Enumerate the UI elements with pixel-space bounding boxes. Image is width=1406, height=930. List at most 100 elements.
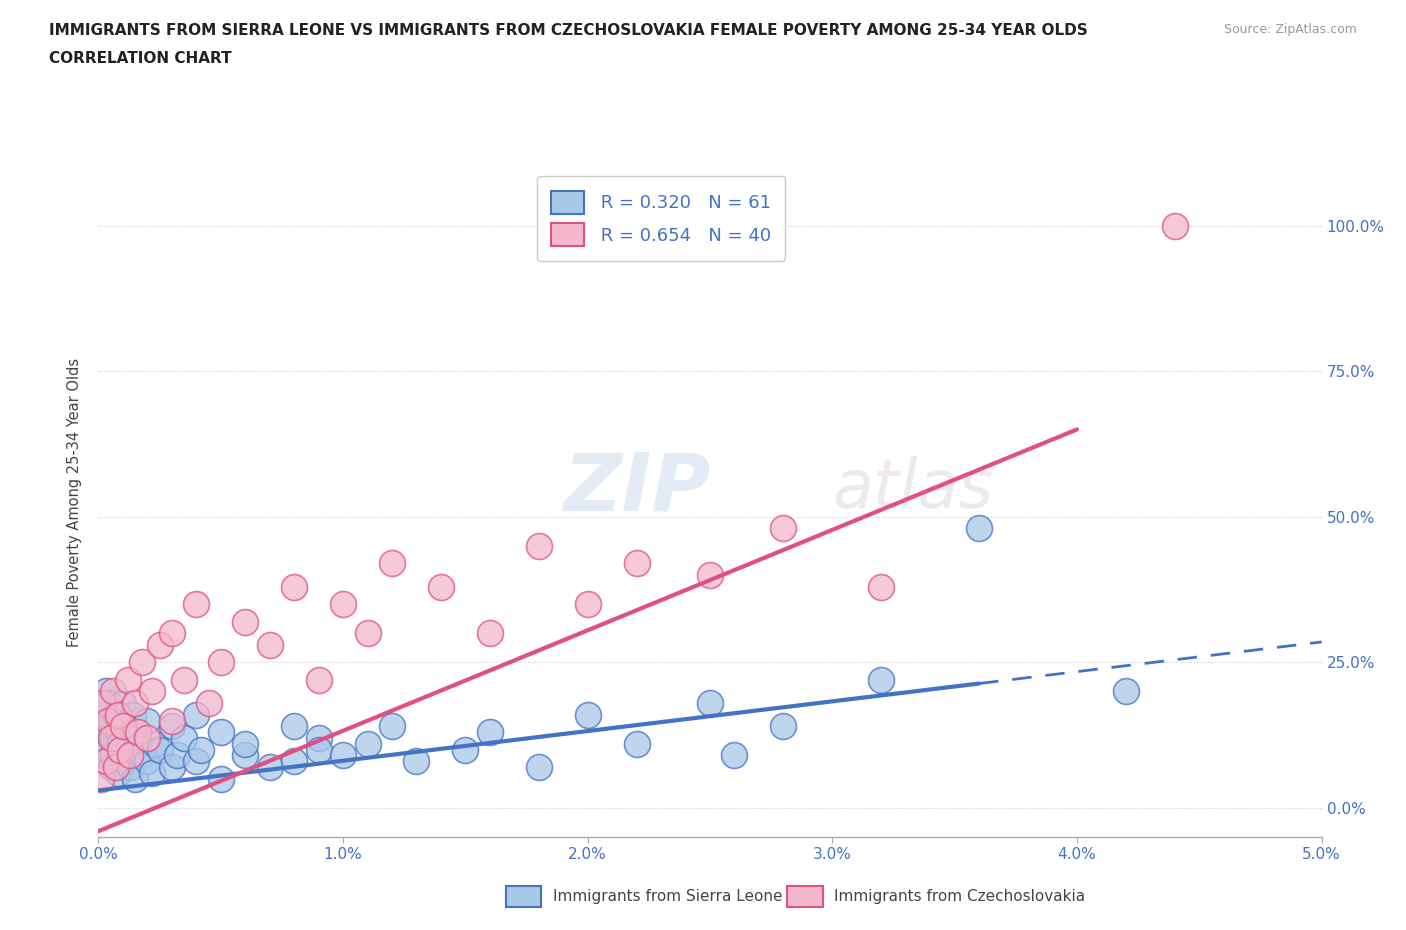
Point xyxy=(124,724,146,739)
Point xyxy=(332,748,354,763)
Text: atlas: atlas xyxy=(832,456,994,522)
Point xyxy=(233,737,256,751)
Point xyxy=(699,567,721,582)
Point xyxy=(166,748,188,763)
Point xyxy=(120,760,142,775)
Point xyxy=(576,597,599,612)
Point xyxy=(111,719,134,734)
Point xyxy=(101,731,124,746)
Point xyxy=(209,655,232,670)
Point xyxy=(160,626,183,641)
Point xyxy=(117,672,139,687)
Point xyxy=(626,737,648,751)
Point xyxy=(308,731,330,746)
Point xyxy=(186,754,208,769)
Point xyxy=(233,614,256,629)
Point xyxy=(100,713,122,728)
Point xyxy=(94,754,117,769)
Point xyxy=(1164,219,1187,233)
Point xyxy=(1115,684,1137,698)
Text: IMMIGRANTS FROM SIERRA LEONE VS IMMIGRANTS FROM CZECHOSLOVAKIA FEMALE POVERTY AM: IMMIGRANTS FROM SIERRA LEONE VS IMMIGRAN… xyxy=(49,23,1088,38)
Point xyxy=(141,765,163,780)
Point xyxy=(136,754,159,769)
Point xyxy=(131,748,153,763)
Point xyxy=(136,713,159,728)
Point xyxy=(576,708,599,723)
Point xyxy=(527,538,550,553)
Point xyxy=(90,719,112,734)
Point xyxy=(478,724,501,739)
Point xyxy=(772,521,794,536)
Y-axis label: Female Poverty Among 25-34 Year Olds: Female Poverty Among 25-34 Year Olds xyxy=(67,358,83,646)
Point xyxy=(233,748,256,763)
Point xyxy=(94,684,117,698)
Point xyxy=(186,708,208,723)
Point xyxy=(259,760,281,775)
Point xyxy=(308,672,330,687)
Text: ZIP: ZIP xyxy=(564,450,710,528)
Point xyxy=(136,731,159,746)
Point xyxy=(405,754,427,769)
Point xyxy=(160,760,183,775)
Point xyxy=(114,719,136,734)
Point xyxy=(101,684,124,698)
Point xyxy=(160,713,183,728)
Point xyxy=(160,719,183,734)
Point xyxy=(699,696,721,711)
Point xyxy=(110,737,132,751)
Point xyxy=(527,760,550,775)
Point xyxy=(141,684,163,698)
Point xyxy=(197,696,219,711)
Text: CORRELATION CHART: CORRELATION CHART xyxy=(49,51,232,66)
Point xyxy=(117,742,139,757)
Point xyxy=(173,672,195,687)
Point xyxy=(478,626,501,641)
Point xyxy=(107,765,129,780)
Point xyxy=(124,771,146,786)
Point xyxy=(430,579,453,594)
Point xyxy=(190,742,212,757)
Legend:  R = 0.320   N = 61,  R = 0.654   N = 40: R = 0.320 N = 61, R = 0.654 N = 40 xyxy=(537,177,786,260)
Point xyxy=(259,637,281,652)
Point xyxy=(100,731,122,746)
Point xyxy=(104,760,127,775)
Point xyxy=(209,724,232,739)
Point xyxy=(870,672,893,687)
Point xyxy=(149,742,172,757)
Point xyxy=(356,737,378,751)
Point xyxy=(107,724,129,739)
Point xyxy=(283,719,305,734)
Point xyxy=(186,597,208,612)
Point xyxy=(121,708,143,723)
Point xyxy=(127,731,149,746)
Point xyxy=(381,719,404,734)
Point xyxy=(97,713,120,728)
Point xyxy=(100,760,122,775)
Point xyxy=(97,742,120,757)
Point xyxy=(94,754,117,769)
Point xyxy=(283,754,305,769)
Text: Immigrants from Czechoslovakia: Immigrants from Czechoslovakia xyxy=(834,889,1085,904)
Point xyxy=(97,696,120,711)
Point xyxy=(870,579,893,594)
Point xyxy=(149,637,172,652)
Point xyxy=(283,579,305,594)
Text: Source: ZipAtlas.com: Source: ZipAtlas.com xyxy=(1223,23,1357,36)
Point xyxy=(91,696,114,711)
Point xyxy=(107,708,129,723)
Point xyxy=(143,737,166,751)
Point xyxy=(91,731,114,746)
Point xyxy=(120,748,142,763)
Point xyxy=(111,696,134,711)
Point xyxy=(723,748,745,763)
Point xyxy=(626,556,648,571)
Point xyxy=(356,626,378,641)
Point xyxy=(124,696,146,711)
Point xyxy=(209,771,232,786)
Point xyxy=(90,771,112,786)
Point xyxy=(967,521,990,536)
Point xyxy=(381,556,404,571)
Point xyxy=(332,597,354,612)
Point xyxy=(101,748,124,763)
Point xyxy=(308,742,330,757)
